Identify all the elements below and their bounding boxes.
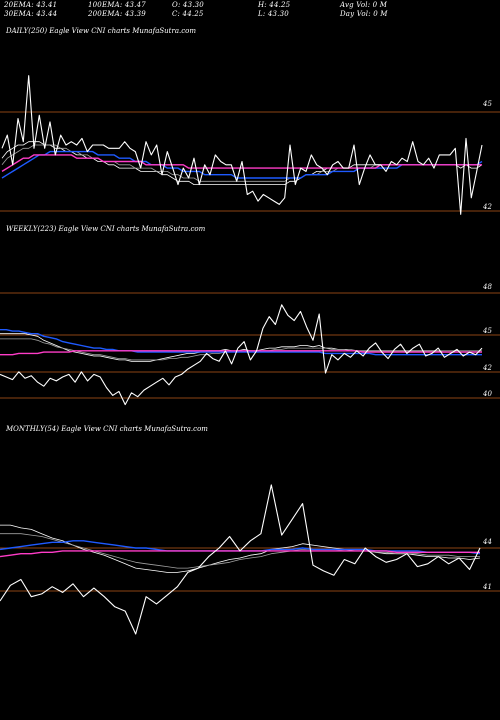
weekly-price-line [0,304,483,406]
daily-chart-title: DAILY(250) Eagle View CNI charts MunafaS… [6,27,197,35]
weekly-chart-title: WEEKLY(223) Eagle View CNI charts Munafa… [6,225,206,233]
header-low: L: 43.30 [258,10,289,18]
weekly-y-tick-label: 48 [482,283,492,291]
header-high: H: 44.25 [258,1,291,9]
weekly-ema-slow-line [0,338,482,361]
daily-price-line [1,75,483,215]
weekly-ema-fast-line [0,333,482,362]
header-ema100: 100EMA: 43.47 [88,1,146,9]
monthly-chart-title: MONTHLY(54) Eagle View CNI charts Munafa… [6,425,208,433]
header-ema200: 200EMA: 43.39 [88,10,146,18]
monthly-ema-slow-line [0,533,480,569]
header-ema30: 30EMA: 43.44 [4,10,58,18]
daily-y-tick-label: 45 [482,100,492,108]
monthly-y-tick-label: 41 [482,583,492,591]
header-close: C: 44.25 [172,10,204,18]
header-ema20: 20EMA: 43.41 [4,1,58,9]
daily-y-tick-label: 42 [482,203,492,211]
weekly-y-tick-label: 40 [482,390,492,398]
header-avg-vol: Avg Vol: 0 M [340,1,388,9]
daily-ema-200-line [1,154,482,172]
monthly-ema-fast-line [0,524,481,573]
weekly-y-tick-label: 45 [482,327,492,335]
monthly-price-line [0,484,481,635]
header-day-vol: Day Vol: 0 M [340,10,388,18]
header-open: O: 43.30 [172,1,204,9]
weekly-ema-100-line [0,329,482,356]
weekly-ema-200-line [0,350,482,356]
monthly-y-tick-label: 44 [482,538,492,546]
weekly-y-tick-label: 42 [482,364,492,372]
